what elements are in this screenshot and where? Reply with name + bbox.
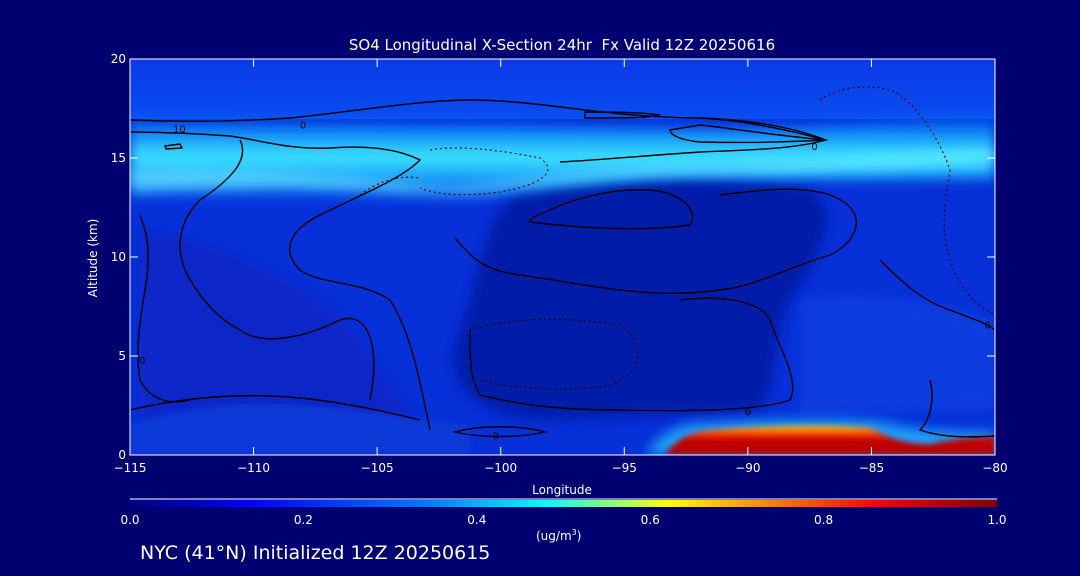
y-tick-label: 10 xyxy=(111,250,126,264)
contour-solid xyxy=(669,124,827,144)
field-mid-right xyxy=(800,296,995,415)
y-axis-label: Altitude (km) xyxy=(86,219,100,298)
contour-solid xyxy=(130,99,829,163)
colorbar-tick-labels: 0.0 0.2 0.4 0.6 0.8 1.0 xyxy=(120,513,1006,527)
contour-solid xyxy=(469,297,794,412)
contour-label: 0 xyxy=(811,142,817,153)
contour-label: 10 xyxy=(173,124,186,135)
y-tick-label: 15 xyxy=(111,151,126,165)
colorbar-label-tail: ) xyxy=(577,529,582,543)
colorbar-label-text: (ug/m xyxy=(536,529,572,543)
contour-dotted xyxy=(819,86,995,316)
y-tick-label: 20 xyxy=(111,52,126,66)
colorbar-label-sup: 3 xyxy=(572,528,577,537)
x-tick-label: −80 xyxy=(982,461,1007,475)
x-axis-label: Longitude xyxy=(532,483,592,497)
x-tick-label: −90 xyxy=(735,461,760,475)
colorbar-tick-label: 0.0 xyxy=(120,513,139,527)
plot-area: 10 0 0 0 0 0 0 xyxy=(130,59,995,455)
colorbar-tick-label: 1.0 xyxy=(987,513,1006,527)
colorbar-tick-label: 0.2 xyxy=(294,513,313,527)
field-upper xyxy=(130,59,995,119)
contour-label: 0 xyxy=(139,356,145,367)
contour-label: 0 xyxy=(984,320,990,331)
contour-solid xyxy=(584,111,661,119)
field-upper-band-core xyxy=(130,150,995,195)
x-tick-label: −85 xyxy=(859,461,884,475)
contour-labels: 10 0 0 0 0 0 0 xyxy=(139,120,991,442)
contour-solid xyxy=(528,189,694,230)
x-tick-label: −110 xyxy=(237,461,270,475)
axis-ticks xyxy=(129,58,996,456)
colorbar-tick-label: 0.4 xyxy=(467,513,486,527)
contour-solid xyxy=(454,188,858,294)
contour-solid xyxy=(130,131,431,431)
contour-solid xyxy=(164,143,184,150)
colorbar-tick-label: 0.8 xyxy=(814,513,833,527)
x-tick-label: −100 xyxy=(484,461,517,475)
footer-caption: NYC (41°N) Initialized 12Z 20250615 xyxy=(140,542,491,564)
x-tick-label: −105 xyxy=(361,461,394,475)
contour-label: 0 xyxy=(745,407,751,418)
contour-label: 0 xyxy=(300,120,306,131)
contour-lines xyxy=(130,99,995,438)
contour-label: 0 xyxy=(493,431,499,442)
contour-solid xyxy=(137,214,191,403)
y-tick-label: 0 xyxy=(118,448,126,462)
colorbar-label: (ug/m3) xyxy=(536,528,581,543)
y-tick-label: 5 xyxy=(118,349,126,363)
contour-dotted xyxy=(359,176,421,196)
contour-solid xyxy=(179,139,375,401)
field-surface-left xyxy=(130,403,470,455)
field-left-dark xyxy=(140,230,420,425)
contour-solid xyxy=(879,259,995,331)
chart-title: SO4 Longitudinal X-Section 24hr Fx Valid… xyxy=(349,36,775,54)
colorbar-tick-label: 0.6 xyxy=(641,513,660,527)
contour-lines-dotted xyxy=(359,86,995,390)
field-low-region xyxy=(454,176,827,420)
colorbar xyxy=(130,500,997,507)
x-tick-label: −115 xyxy=(114,461,147,475)
x-tick-label: −95 xyxy=(612,461,637,475)
contour-solid xyxy=(452,426,548,438)
contour-solid xyxy=(918,379,995,438)
tick-labels: −115 −110 −105 −100 −95 −90 −85 −80 0 5 10 15 20 xyxy=(111,52,1008,475)
contour-solid xyxy=(130,394,421,421)
contour-solid xyxy=(699,117,827,141)
